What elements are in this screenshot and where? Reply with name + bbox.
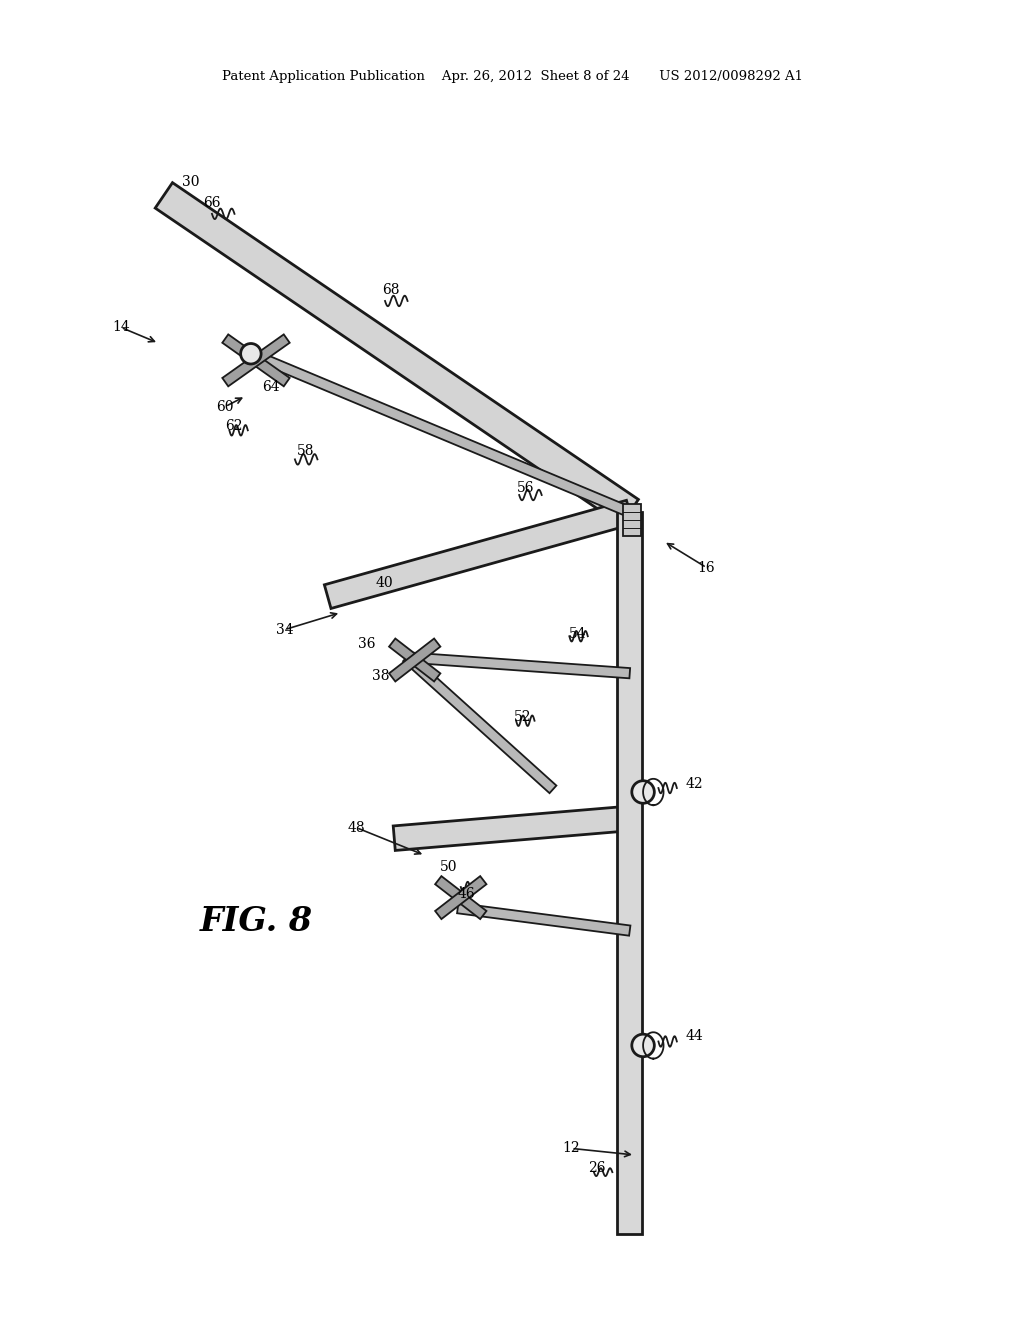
Polygon shape [435,876,486,919]
Polygon shape [222,334,290,387]
Text: 50: 50 [439,861,458,874]
Text: FIG. 8: FIG. 8 [200,906,312,937]
Text: 58: 58 [296,445,314,458]
Polygon shape [325,500,633,609]
Text: 36: 36 [357,638,376,651]
Polygon shape [457,903,631,936]
Circle shape [632,1034,654,1057]
Text: 34: 34 [275,623,294,636]
Text: 42: 42 [685,777,703,791]
Polygon shape [222,334,290,387]
Text: 68: 68 [382,284,400,297]
Circle shape [632,780,654,804]
Text: 12: 12 [562,1142,581,1155]
Text: Patent Application Publication    Apr. 26, 2012  Sheet 8 of 24       US 2012/009: Patent Application Publication Apr. 26, … [221,70,803,83]
Text: 26: 26 [588,1162,606,1175]
Polygon shape [393,807,631,850]
Text: 64: 64 [262,380,281,393]
Text: 48: 48 [347,821,366,834]
Polygon shape [617,512,642,1234]
Text: 40: 40 [375,577,393,590]
Polygon shape [407,652,630,678]
Text: 44: 44 [685,1030,703,1043]
Text: 46: 46 [457,887,475,900]
Text: 54: 54 [568,627,587,640]
Polygon shape [389,639,440,681]
Text: 56: 56 [516,482,535,495]
Polygon shape [435,876,486,919]
Text: 60: 60 [216,400,234,413]
Text: 52: 52 [513,710,531,723]
Polygon shape [156,182,638,525]
Polygon shape [389,639,440,681]
Text: 14: 14 [112,321,130,334]
Text: 38: 38 [372,669,390,682]
Text: 16: 16 [697,561,716,574]
Text: 62: 62 [224,420,243,433]
Polygon shape [403,653,556,793]
Bar [623,504,641,536]
Polygon shape [249,348,632,517]
Text: 66: 66 [203,197,221,210]
Text: 30: 30 [181,176,200,189]
Circle shape [241,343,261,364]
